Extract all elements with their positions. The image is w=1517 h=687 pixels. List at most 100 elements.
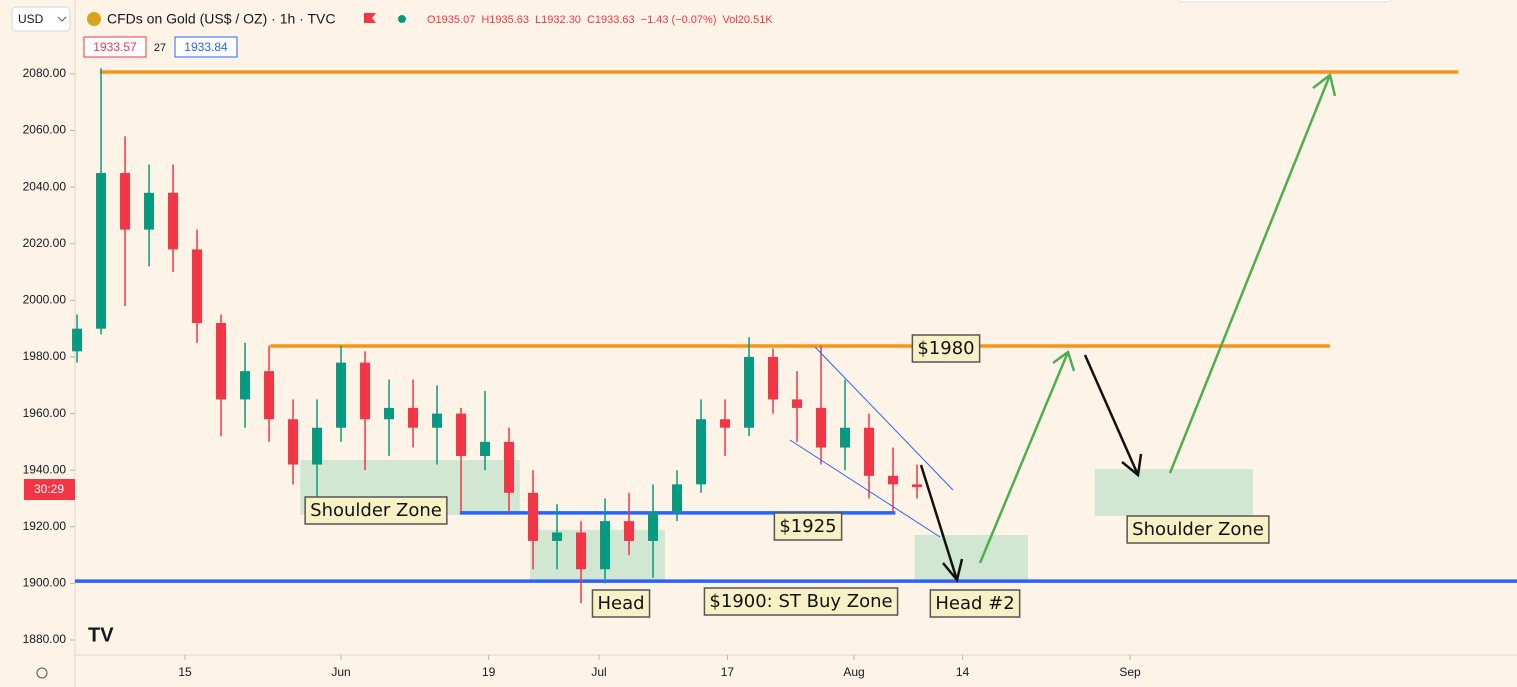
ohlc-value: −1.43 (−0.07%)	[641, 14, 717, 26]
candle-body	[360, 362, 371, 420]
arrow-head	[1312, 72, 1337, 97]
candle-body	[624, 521, 635, 541]
annotation: Head	[597, 593, 644, 614]
ohlc-value: O1935.07	[427, 14, 475, 26]
countdown-badge	[24, 479, 75, 500]
candle-body	[240, 371, 251, 400]
y-tick-label: 1920.00	[23, 519, 67, 533]
candle-body	[144, 192, 155, 230]
annotation-box	[773, 512, 843, 541]
spread: 27	[154, 42, 166, 54]
ohlc-value: H1935.63	[481, 14, 529, 26]
x-tick-label: 19	[482, 665, 496, 679]
x-tick-label: Aug	[843, 665, 864, 679]
y-tick-label: 1880.00	[23, 632, 67, 646]
annotation: $1925	[779, 516, 836, 537]
zone	[530, 529, 666, 580]
candle-body	[456, 413, 467, 457]
x-tick-label: 17	[721, 665, 735, 679]
candle-body	[576, 532, 587, 570]
x-tick-label: Jun	[331, 665, 350, 679]
y-tick-label: 2020.00	[23, 236, 67, 250]
candle-body	[672, 484, 683, 513]
y-tick-label: 2040.00	[23, 179, 67, 193]
candle-body	[816, 407, 827, 448]
y-tick-label: 1980.00	[23, 349, 67, 363]
annotation: $1980	[917, 338, 974, 359]
wedge-line	[814, 346, 954, 491]
symbol-title: CFDs on Gold (US$ / OZ) · 1h · TVC	[107, 11, 335, 27]
bid[interactable]: 1933.57	[93, 40, 137, 54]
annotation-box	[911, 334, 981, 363]
y-tick-label: 1940.00	[23, 462, 67, 476]
x-tick-label: 15	[178, 665, 192, 679]
candle-body	[408, 407, 419, 428]
candle-body	[312, 427, 323, 465]
candle-body	[264, 371, 275, 420]
arrow	[919, 464, 959, 581]
ask[interactable]: 1933.84	[184, 40, 228, 54]
wedge-line	[789, 439, 941, 538]
candle-body	[96, 173, 107, 329]
annotation-box	[591, 589, 651, 618]
currency[interactable]: USD	[18, 12, 44, 26]
candle-body	[696, 419, 707, 485]
candle-body	[864, 427, 875, 476]
status-dot	[398, 15, 406, 23]
drawings	[789, 72, 1337, 583]
ask-box[interactable]	[174, 36, 238, 58]
ohlc-value: C1933.63	[587, 14, 635, 26]
candle-body	[480, 441, 491, 457]
candle-body	[552, 532, 563, 541]
y-tick-label: 1960.00	[23, 406, 67, 420]
candle-body	[504, 441, 515, 493]
candle-body	[384, 407, 395, 420]
candle-body	[648, 512, 659, 541]
annotation-box	[703, 587, 899, 616]
settings-icon[interactable]	[36, 667, 48, 679]
candle-body	[120, 173, 131, 230]
annotation-box	[304, 496, 448, 525]
candle-body	[912, 484, 923, 488]
flag-icon[interactable]	[364, 13, 376, 23]
ohlc-value: L1932.30	[535, 14, 581, 26]
countdown: 30:29	[34, 482, 64, 496]
candle-body	[792, 399, 803, 408]
candle-body	[168, 192, 179, 250]
candle-body	[888, 475, 899, 485]
candle-body	[72, 328, 83, 352]
y-tick-label: 2080.00	[23, 66, 67, 80]
symbol-icon	[87, 12, 101, 26]
candle-body	[336, 362, 347, 428]
x-tick-label: Jul	[591, 665, 606, 679]
toolbar[interactable]	[1177, 0, 1393, 3]
candle-body	[720, 419, 731, 428]
zone	[914, 535, 1029, 580]
candle-body	[600, 521, 611, 570]
candle-body	[288, 419, 299, 465]
currency-button[interactable]	[11, 6, 71, 32]
y-tick-label: 2000.00	[23, 293, 67, 307]
zone	[1094, 469, 1254, 517]
candle-body	[432, 413, 443, 428]
bid-box[interactable]	[83, 36, 147, 58]
x-tick-label: Sep	[1119, 665, 1141, 679]
chevron	[57, 16, 67, 22]
candle-body	[528, 492, 539, 541]
arrow-head	[1052, 349, 1076, 372]
arrow	[1083, 354, 1140, 476]
annotation-box	[1126, 515, 1270, 544]
logo[interactable]: TV	[88, 624, 114, 646]
candle-body	[192, 249, 203, 324]
y-tick-label: 1900.00	[23, 576, 67, 590]
annotation: Shoulder Zone	[1132, 519, 1264, 540]
annotation: Head #2	[935, 593, 1014, 614]
arrow	[978, 351, 1070, 564]
arrow-head	[942, 558, 964, 583]
y-tick-label: 2060.00	[23, 123, 67, 137]
candle-body	[840, 427, 851, 448]
candle-body	[768, 356, 779, 400]
